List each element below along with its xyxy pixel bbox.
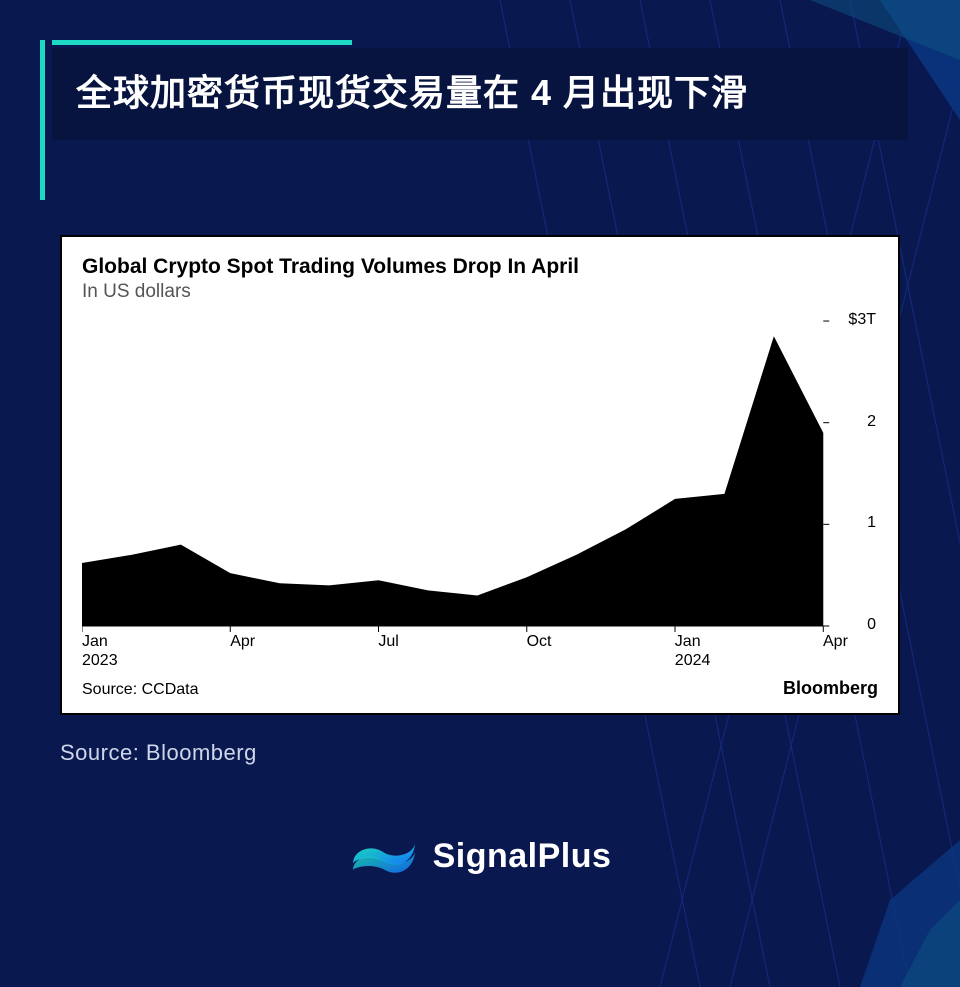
chart-source-left: Source: CCData [82, 681, 199, 699]
logo-mark-icon [349, 830, 419, 882]
chart-title: Global Crypto Spot Trading Volumes Drop … [82, 255, 878, 279]
header: 全球加密货币现货交易量在 4 月出现下滑 [52, 48, 908, 140]
x-tick-label: Apr [230, 632, 255, 651]
x-axis: Jan2023AprJulOctJan2024Apr [82, 632, 823, 674]
chart-plot: 0 1 2 $3T [82, 311, 878, 632]
y-tick-label: 1 [867, 514, 876, 532]
x-tick-label: Apr [823, 632, 848, 651]
y-tick-label: 2 [867, 413, 876, 431]
header-accent-top [52, 40, 352, 45]
outer-source: Source: Bloomberg [60, 740, 257, 766]
brand-name: SignalPlus [433, 837, 612, 876]
x-tick-label: Jul [378, 632, 398, 651]
x-tick-label: Jan2023 [82, 632, 118, 670]
chart-footer: Source: CCData Bloomberg [82, 678, 878, 699]
area-series [82, 336, 823, 626]
header-accent-left [40, 40, 45, 200]
chart-source-right: Bloomberg [783, 678, 878, 699]
chart-subtitle: In US dollars [82, 281, 878, 303]
brand-logo: SignalPlus [0, 830, 960, 882]
page-title: 全球加密货币现货交易量在 4 月出现下滑 [52, 48, 908, 140]
x-tick-label: Jan2024 [675, 632, 711, 670]
x-tick-label: Oct [527, 632, 552, 651]
chart-card: Global Crypto Spot Trading Volumes Drop … [60, 235, 900, 715]
y-tick-label: 0 [867, 616, 876, 634]
y-tick-label: $3T [848, 311, 876, 329]
